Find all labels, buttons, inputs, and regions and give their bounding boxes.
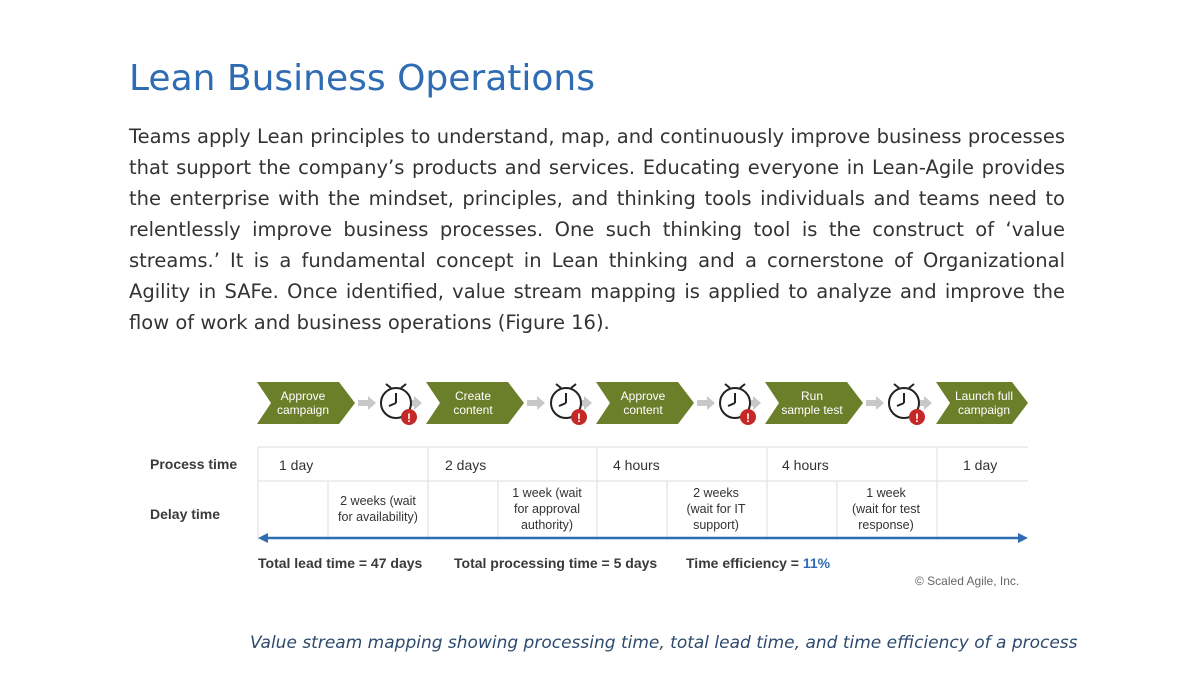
step-label-5: Launch full campaign bbox=[954, 389, 1014, 417]
clock-alert-icon-3: ! bbox=[719, 383, 756, 425]
step-chevron-4 bbox=[765, 382, 863, 424]
clock-alert-icon-1: ! bbox=[380, 383, 417, 425]
step-chevron-3 bbox=[596, 382, 694, 424]
process-time-5: 1 day bbox=[963, 457, 998, 473]
figure-caption: Value stream mapping showing processing … bbox=[250, 633, 1078, 653]
svg-text:!: ! bbox=[746, 411, 750, 425]
delay-time-label: Delay time bbox=[150, 506, 221, 522]
delay-time-2: 1 week (wait for approval authority) bbox=[512, 486, 582, 532]
lead-time-arrow bbox=[258, 533, 1028, 543]
clock-alert-icon-4: ! bbox=[888, 383, 925, 425]
svg-text:!: ! bbox=[577, 411, 581, 425]
step-chevron-5 bbox=[936, 382, 1028, 424]
svg-text:!: ! bbox=[915, 411, 919, 425]
time-efficiency-value: 11% bbox=[802, 555, 831, 571]
body-paragraph: Teams apply Lean principles to understan… bbox=[129, 125, 1065, 334]
total-processing-time: Total processing time = 5 days bbox=[454, 555, 658, 571]
clock-alert-icon-2: ! bbox=[550, 383, 587, 425]
step-chevron-1 bbox=[257, 382, 355, 424]
step-chevron-2 bbox=[426, 382, 524, 424]
process-time-2: 2 days bbox=[445, 457, 487, 473]
step-label-2: Create content bbox=[453, 389, 493, 417]
delay-time-3: 2 weeks (wait for IT support) bbox=[686, 486, 746, 532]
time-efficiency-label: Time efficiency = bbox=[686, 555, 803, 571]
grid-columns bbox=[257, 447, 938, 540]
step-label-4: Run sample test bbox=[781, 389, 843, 417]
process-time-4: 4 hours bbox=[782, 457, 829, 473]
copyright-notice: © Scaled Agile, Inc. bbox=[915, 574, 1020, 588]
page-title: Lean Business Operations bbox=[129, 58, 595, 99]
process-time-3: 4 hours bbox=[613, 457, 660, 473]
delay-time-1: 2 weeks (wait for availability) bbox=[338, 494, 418, 524]
step-label-1: Approve campaign bbox=[276, 389, 330, 417]
delay-time-4: 1 week (wait for test response) bbox=[851, 486, 921, 532]
total-lead-time: Total lead time = 47 days bbox=[258, 555, 423, 571]
step-label-3: Approve content bbox=[620, 389, 666, 417]
process-time-1: 1 day bbox=[279, 457, 314, 473]
flow-arrows bbox=[358, 396, 932, 410]
process-time-label: Process time bbox=[150, 456, 238, 472]
time-efficiency: Time efficiency = 11% bbox=[686, 555, 830, 571]
svg-text:!: ! bbox=[407, 411, 411, 425]
